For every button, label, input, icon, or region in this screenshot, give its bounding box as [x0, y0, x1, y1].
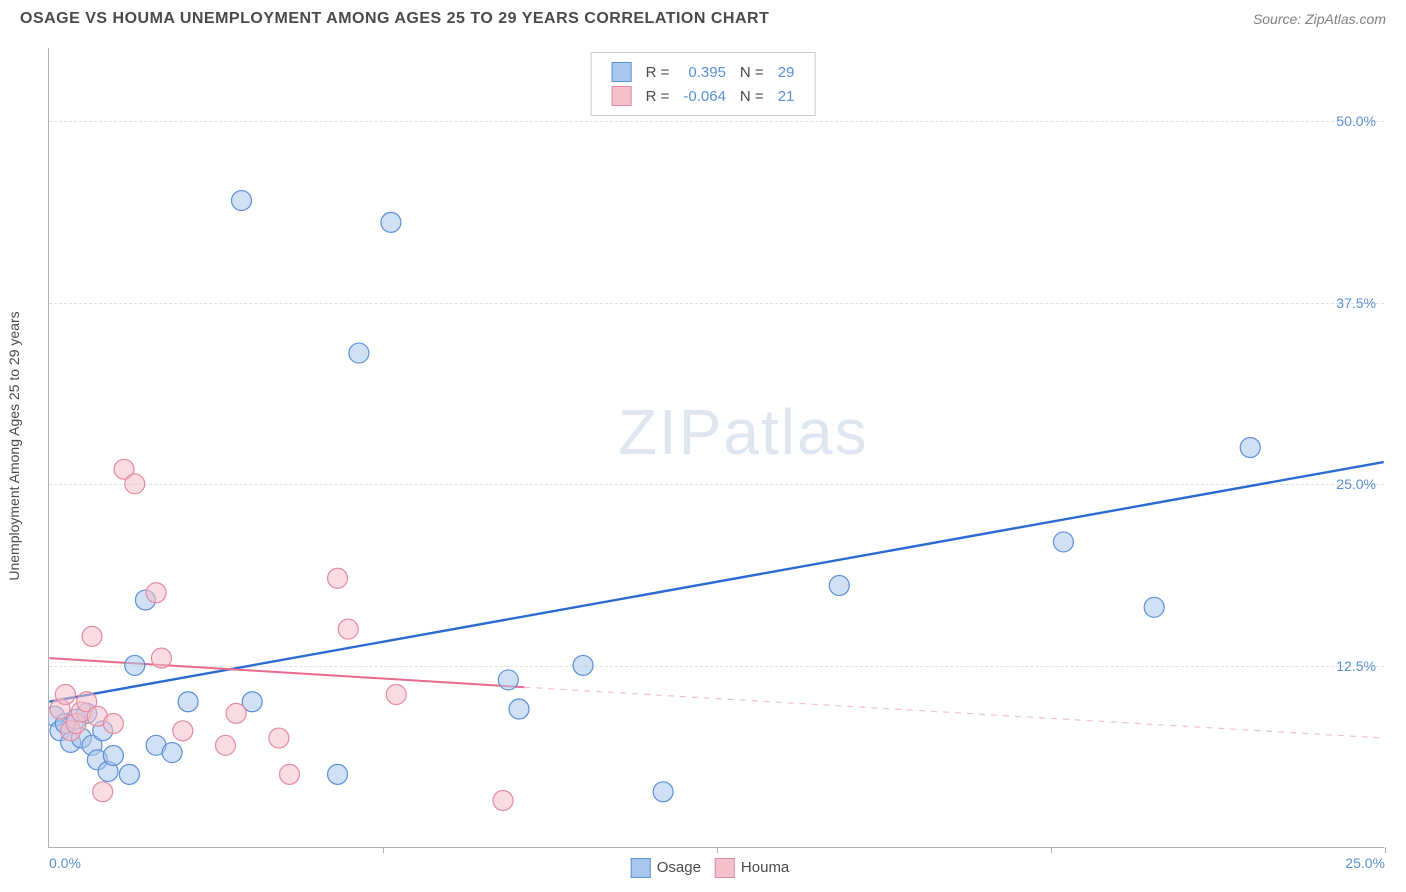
plot-area: ZIPatlas 12.5%25.0%37.5%50.0%0.0%25.0% [48, 48, 1384, 848]
source-attribution: Source: ZipAtlas.com [1253, 11, 1386, 27]
data-point [125, 474, 145, 494]
data-point [1053, 532, 1073, 552]
data-point [215, 735, 235, 755]
correlation-table: R =0.395N =29R =-0.064N =21 [604, 59, 803, 109]
legend-n-label: N = [734, 85, 770, 107]
data-point [103, 745, 123, 765]
y-axis-label: Unemployment Among Ages 25 to 29 years [6, 311, 22, 580]
data-point [381, 212, 401, 232]
legend-swatch [612, 86, 632, 106]
data-point [173, 721, 193, 741]
data-point [653, 782, 673, 802]
legend-series-name: Osage [657, 859, 701, 876]
legend-r-label: R = [640, 61, 676, 83]
data-point [231, 191, 251, 211]
legend-r-value: -0.064 [677, 85, 732, 107]
data-point [1240, 438, 1260, 458]
chart-title: OSAGE VS HOUMA UNEMPLOYMENT AMONG AGES 2… [20, 10, 769, 28]
legend-r-label: R = [640, 85, 676, 107]
correlation-legend: R =0.395N =29R =-0.064N =21 [591, 52, 816, 116]
data-point [349, 343, 369, 363]
legend-row: R =-0.064N =21 [606, 85, 801, 107]
scatter-svg [49, 48, 1384, 847]
data-point [103, 714, 123, 734]
legend-row: R =0.395N =29 [606, 61, 801, 83]
x-tickmark [1051, 847, 1052, 853]
data-point [125, 655, 145, 675]
x-tickmark [717, 847, 718, 853]
chart-header: OSAGE VS HOUMA UNEMPLOYMENT AMONG AGES 2… [0, 0, 1406, 34]
data-point [328, 764, 348, 784]
data-point [119, 764, 139, 784]
data-point [493, 791, 513, 811]
trend-line-ext [524, 687, 1383, 738]
data-point [55, 684, 75, 704]
data-point [82, 626, 102, 646]
data-point [509, 699, 529, 719]
series-legend: Osage Houma [617, 858, 790, 878]
data-point [328, 568, 348, 588]
data-point [338, 619, 358, 639]
legend-r-value: 0.395 [677, 61, 732, 83]
legend-swatch [612, 62, 632, 82]
trend-line [49, 658, 524, 687]
data-point [573, 655, 593, 675]
x-tickmark [383, 847, 384, 853]
data-point [162, 743, 182, 763]
x-tickmark [1385, 847, 1386, 853]
data-point [829, 576, 849, 596]
legend-swatch [715, 858, 735, 878]
data-point [93, 782, 113, 802]
data-point [269, 728, 289, 748]
legend-swatch [631, 858, 651, 878]
x-tick-label: 25.0% [1345, 855, 1385, 871]
legend-n-value: 21 [772, 85, 801, 107]
legend-series-name: Houma [741, 859, 789, 876]
legend-n-value: 29 [772, 61, 801, 83]
legend-n-label: N = [734, 61, 770, 83]
data-point [280, 764, 300, 784]
trend-line [49, 462, 1383, 702]
data-point [1144, 597, 1164, 617]
data-point [178, 692, 198, 712]
data-point [498, 670, 518, 690]
data-point [151, 648, 171, 668]
data-point [226, 703, 246, 723]
data-point [146, 583, 166, 603]
x-tick-label: 0.0% [49, 855, 81, 871]
data-point [386, 684, 406, 704]
